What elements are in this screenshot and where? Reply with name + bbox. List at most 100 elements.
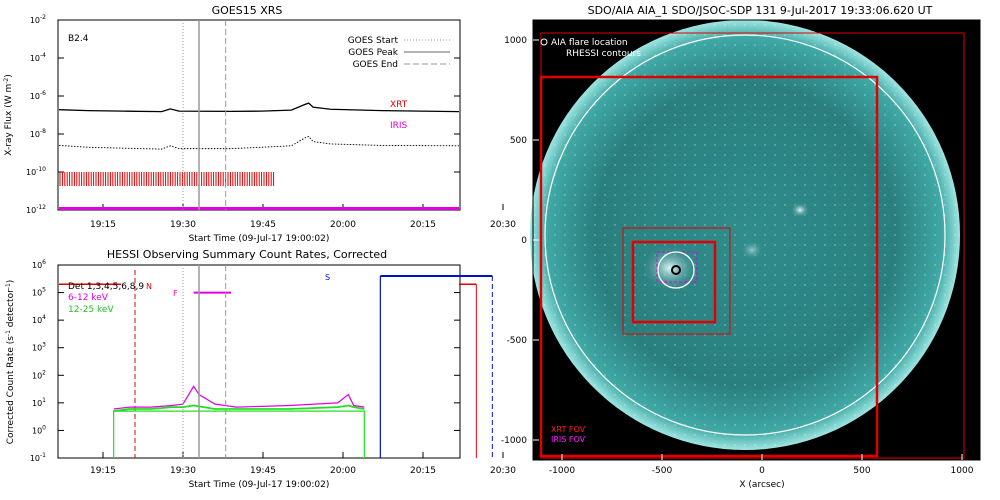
legend-iris-fov: IRIS FOV bbox=[551, 435, 586, 444]
goes-x-tick-label: 20:00 bbox=[330, 220, 356, 230]
iris-label: IRIS bbox=[390, 121, 408, 131]
hessi-x-tick-label: 19:15 bbox=[90, 466, 116, 476]
sdo-xlabel: X (arcsec) bbox=[739, 480, 784, 490]
hessi-x-tick-label: 20:30 bbox=[490, 466, 516, 476]
saa-marker-label: S bbox=[325, 273, 330, 282]
xrt-fov-outer bbox=[540, 32, 965, 459]
goes-y-tick-exponent: -12 bbox=[36, 204, 46, 211]
goes-y-tick-label: 10-2 bbox=[30, 14, 46, 25]
legend-aia-icon bbox=[540, 38, 548, 46]
sdo-x-tick-label: -1000 bbox=[549, 466, 575, 476]
goes-long-channel-line bbox=[58, 102, 460, 113]
goes-y-tick-exponent: -8 bbox=[40, 128, 46, 135]
goes-y-tick-label: 10-6 bbox=[30, 90, 46, 101]
goes-class-label: B2.4 bbox=[68, 34, 89, 44]
sdo-y-tick-label: -1000 bbox=[501, 436, 527, 446]
legend-aia-flare: AIA flare location bbox=[551, 38, 628, 48]
hessi-y-tick-exponent: -1 bbox=[40, 452, 46, 459]
goes-x-tick-label: 19:15 bbox=[90, 220, 116, 230]
hessi-y-tick-exponent: 4 bbox=[42, 314, 46, 321]
goes-ylabel: X-ray Flux (W m-2) bbox=[3, 74, 14, 155]
hessi-12-25kev-line bbox=[113, 404, 365, 413]
night-marker-label: N bbox=[146, 282, 152, 291]
sdo-x-tick-label: -500 bbox=[652, 466, 673, 476]
goes-legend: GOES Start GOES Peak GOES End bbox=[348, 36, 450, 70]
goes-x-tick-label: 19:45 bbox=[250, 220, 276, 230]
goes-y-tick-exponent: -4 bbox=[40, 52, 46, 59]
sdo-x-tick-label: 1000 bbox=[951, 466, 974, 476]
goes-title: GOES15 XRS bbox=[212, 4, 283, 17]
hessi-y-tick-exponent: 1 bbox=[42, 397, 46, 404]
legend-xrt-fov: XRT FOV bbox=[551, 425, 586, 434]
hessi-legend: Det 1,3,4,5,6,8,9 6-12 keV 12-25 keV bbox=[68, 282, 144, 315]
coordinate-grid bbox=[532, 22, 958, 448]
rhessi-contour bbox=[657, 251, 695, 289]
sdo-axes: -1000 -500 0 500 1000 1000 500 0 -500 -1000 bbox=[501, 36, 974, 476]
xrt-fov-mid bbox=[622, 227, 731, 335]
hessi-x-axis: 19:15 19:30 19:45 20:00 20:15 20:30 bbox=[90, 452, 516, 476]
legend-goes-peak: GOES Peak bbox=[348, 48, 398, 58]
goes-plot-frame bbox=[57, 19, 461, 211]
legend-goes-start: GOES Start bbox=[348, 36, 399, 46]
hessi-plot-frame bbox=[57, 264, 461, 459]
goes-x-tick-label: 19:30 bbox=[170, 220, 196, 230]
hessi-y-tick-exponent: 5 bbox=[42, 287, 46, 294]
goes-y-axis: 10-2 10-4 10-6 10-8 10-10 10-12 bbox=[26, 14, 460, 215]
hessi-y-tick-label: 103 bbox=[32, 342, 46, 353]
goes-y-tick-label: 10-12 bbox=[26, 204, 46, 215]
hessi-y-tick-label: 106 bbox=[32, 259, 46, 270]
hessi-xlabel: Start Time (09-Jul-17 19:00:02) bbox=[189, 480, 330, 490]
bright-point bbox=[740, 240, 764, 260]
goes-xlabel: Start Time (09-Jul-17 19:00:02) bbox=[189, 234, 330, 244]
goes-y-tick-label: 10-8 bbox=[30, 128, 46, 139]
goes-y-tick-exponent: -10 bbox=[36, 166, 46, 173]
legend-detectors: Det 1,3,4,5,6,8,9 bbox=[68, 282, 144, 292]
flare-marker-label: F bbox=[173, 289, 178, 298]
hessi-y-tick-label: 105 bbox=[32, 287, 46, 298]
hessi-6-12kev-line bbox=[113, 385, 365, 410]
goes-y-tick-label: 10-4 bbox=[30, 52, 46, 63]
hessi-marks bbox=[59, 265, 493, 458]
hessi-y-axis: 106 105 104 103 102 101 100 1 0 -1 bbox=[30, 259, 460, 463]
aia-flare-location bbox=[671, 265, 681, 275]
hessi-y-tick-exponent: 3 bbox=[42, 342, 46, 349]
sdo-x-tick-label: 0 bbox=[759, 466, 765, 476]
hessi-y-tick-label: 101 bbox=[32, 397, 46, 408]
xrt-fov-small bbox=[631, 240, 717, 324]
goes-y-tick-label: 10-10 bbox=[26, 166, 46, 177]
hessi-panel: HESSI Observing Summary Count Rates, Cor… bbox=[5, 248, 516, 490]
hessi-y-tick-exponent: 2 bbox=[42, 369, 46, 376]
hessi-title: HESSI Observing Summary Count Rates, Cor… bbox=[107, 248, 387, 261]
hessi-x-tick-label: 20:15 bbox=[410, 466, 436, 476]
sdo-panel: SDO/AIA AIA_1 SDO/JSOC-SDP 131 9-Jul-201… bbox=[501, 4, 981, 490]
bright-point bbox=[790, 202, 810, 218]
sdo-y-tick-label: 500 bbox=[510, 136, 527, 146]
hessi-ylabel: Corrected Count Rate (s-1 detector-1) bbox=[5, 280, 16, 445]
goes-x-tick-label: 20:15 bbox=[410, 220, 436, 230]
legend-rhessi: RHESSI contours bbox=[566, 49, 641, 59]
goes-marks bbox=[58, 20, 460, 210]
sdo-y-tick-label: 1000 bbox=[504, 36, 527, 46]
sdo-title: SDO/AIA AIA_1 SDO/JSOC-SDP 131 9-Jul-201… bbox=[588, 4, 933, 17]
hessi-x-tick-label: 19:45 bbox=[250, 466, 276, 476]
goes-panel: GOES15 XRS 10-2 10-4 10-6 10-8 10-10 10-12 19… bbox=[3, 4, 516, 244]
hessi-y-tick-exponent: 0 bbox=[42, 424, 46, 431]
hessi-x-tick-label: 20:00 bbox=[330, 466, 356, 476]
hessi-y-tick-label: 100 bbox=[32, 424, 46, 435]
xrt-label: XRT bbox=[390, 100, 408, 110]
active-region bbox=[640, 244, 700, 292]
goes-y-tick-exponent: -2 bbox=[40, 14, 46, 21]
hessi-y-tick-label: 104 bbox=[32, 314, 46, 325]
hessi-x-tick-label: 19:30 bbox=[170, 466, 196, 476]
hessi-y-tick-label: 102 bbox=[32, 369, 46, 380]
goes-x-tick-label: 20:30 bbox=[490, 220, 516, 230]
legend-6-12kev: 6-12 keV bbox=[68, 293, 109, 303]
legend-goes-end: GOES End bbox=[353, 60, 398, 70]
sdo-y-tick-label: -500 bbox=[507, 336, 528, 346]
hessi-y-tick-exponent: 6 bbox=[42, 259, 46, 266]
sdo-x-tick-label: 500 bbox=[853, 466, 870, 476]
goes-y-tick-exponent: -6 bbox=[40, 90, 46, 97]
attenuator-envelope bbox=[113, 410, 365, 458]
limb-contour bbox=[544, 34, 946, 436]
